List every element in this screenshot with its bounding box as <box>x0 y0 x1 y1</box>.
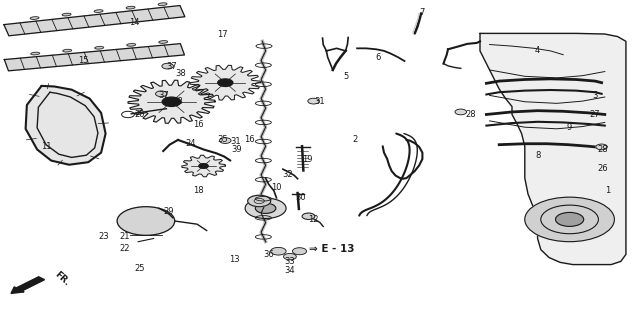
Text: 6: 6 <box>375 53 380 62</box>
Text: 28: 28 <box>598 145 608 154</box>
Text: 7: 7 <box>420 8 425 17</box>
Text: 38: 38 <box>176 69 186 78</box>
Circle shape <box>255 203 276 213</box>
Circle shape <box>220 138 231 143</box>
Text: 27: 27 <box>590 110 600 119</box>
Text: 35: 35 <box>218 135 228 144</box>
Circle shape <box>271 247 286 255</box>
Text: 13: 13 <box>230 255 240 264</box>
Text: 3: 3 <box>593 91 598 100</box>
Text: 4: 4 <box>535 46 540 55</box>
Circle shape <box>162 63 173 69</box>
Circle shape <box>556 212 584 226</box>
Circle shape <box>284 253 296 260</box>
Ellipse shape <box>126 6 135 9</box>
Polygon shape <box>4 5 185 36</box>
Circle shape <box>117 207 175 235</box>
Text: 19: 19 <box>302 155 312 163</box>
Text: 37: 37 <box>158 91 168 100</box>
Text: 30: 30 <box>296 193 306 202</box>
FancyArrow shape <box>11 277 45 294</box>
Text: 38: 38 <box>173 97 183 106</box>
Text: 25: 25 <box>134 264 145 273</box>
Ellipse shape <box>159 41 168 43</box>
Circle shape <box>455 109 467 115</box>
Text: 23: 23 <box>99 232 109 241</box>
Text: 16: 16 <box>193 120 204 128</box>
Circle shape <box>292 248 307 255</box>
Text: 22: 22 <box>120 244 130 252</box>
Circle shape <box>525 197 614 242</box>
Ellipse shape <box>63 49 72 52</box>
Text: 18: 18 <box>193 186 204 195</box>
Text: 33: 33 <box>284 257 294 266</box>
Text: ⇒ E - 13: ⇒ E - 13 <box>309 244 355 254</box>
Text: 20: 20 <box>134 110 145 119</box>
Text: 32: 32 <box>283 170 293 179</box>
Text: 34: 34 <box>284 266 294 275</box>
Text: 12: 12 <box>308 215 319 224</box>
Circle shape <box>218 79 233 86</box>
Circle shape <box>162 97 181 107</box>
Text: 5: 5 <box>343 72 348 81</box>
Text: 2: 2 <box>353 135 358 144</box>
Text: 39: 39 <box>232 145 242 154</box>
Text: 10: 10 <box>271 183 282 192</box>
Text: 37: 37 <box>166 62 177 71</box>
Circle shape <box>199 164 208 168</box>
Text: 9: 9 <box>567 123 572 132</box>
Polygon shape <box>480 33 626 265</box>
Text: 16: 16 <box>244 135 255 144</box>
Ellipse shape <box>95 46 104 49</box>
Polygon shape <box>26 86 106 165</box>
Text: 29: 29 <box>164 207 174 216</box>
Text: 21: 21 <box>120 232 130 241</box>
Polygon shape <box>4 44 184 71</box>
Text: 36: 36 <box>264 250 274 259</box>
Text: 14: 14 <box>129 18 140 27</box>
Ellipse shape <box>62 13 71 16</box>
Text: 28: 28 <box>465 110 476 119</box>
Text: 15: 15 <box>78 56 88 65</box>
Ellipse shape <box>31 52 40 55</box>
Polygon shape <box>182 155 225 177</box>
Circle shape <box>248 195 271 207</box>
Polygon shape <box>190 65 260 100</box>
Ellipse shape <box>94 10 103 12</box>
Ellipse shape <box>158 3 167 5</box>
Circle shape <box>596 144 607 150</box>
Ellipse shape <box>127 44 136 46</box>
Circle shape <box>245 198 286 218</box>
Circle shape <box>308 98 319 104</box>
Circle shape <box>302 213 315 219</box>
Circle shape <box>156 91 167 97</box>
Text: FR.: FR. <box>53 270 72 288</box>
Text: 31: 31 <box>230 137 241 146</box>
Text: 31: 31 <box>315 97 325 106</box>
Text: 26: 26 <box>598 164 608 173</box>
Text: 8: 8 <box>535 151 540 160</box>
Text: 11: 11 <box>41 142 51 151</box>
Text: 24: 24 <box>186 139 196 148</box>
Text: 1: 1 <box>605 186 611 195</box>
Polygon shape <box>128 80 215 123</box>
Ellipse shape <box>30 17 39 19</box>
Text: 17: 17 <box>218 31 228 39</box>
